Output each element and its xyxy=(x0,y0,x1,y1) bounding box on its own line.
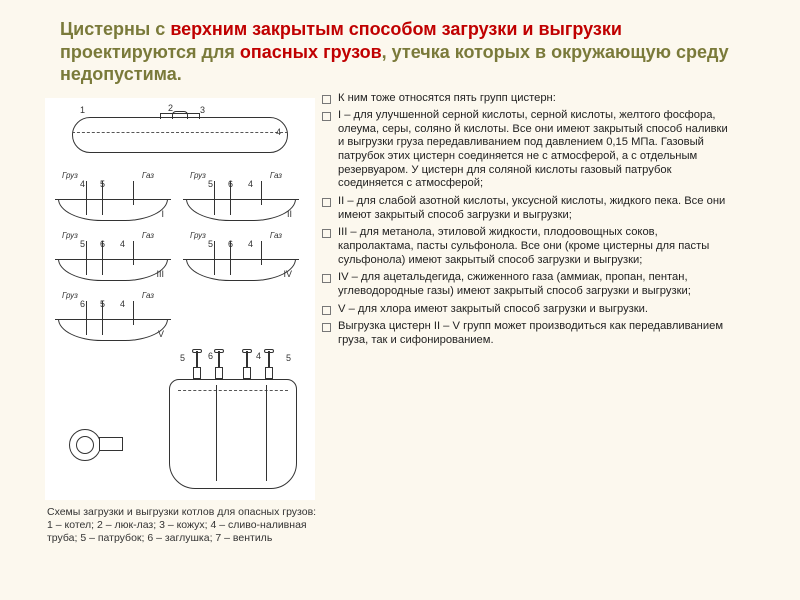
assembly-num: 4 xyxy=(256,351,261,361)
bullet-list: К ним тоже относятся пять групп цистерн:… xyxy=(320,92,732,348)
tank-label: 2 xyxy=(168,103,173,113)
tank-side-view: 1 2 3 4 xyxy=(60,103,300,161)
diagram-box: 1 2 3 4 ГрузГазI45ГрузГазII564ГрузГазIII… xyxy=(45,98,315,500)
diagram-column: 1 2 3 4 ГрузГазI45ГрузГазII564ГрузГазIII… xyxy=(0,92,320,547)
scheme-IV: ГрузГазIV564 xyxy=(180,227,302,285)
title-seg-2: проектируются для xyxy=(60,42,240,62)
text-column: К ним тоже относятся пять групп цистерн:… xyxy=(320,92,760,547)
scheme-I: ГрузГазI45 xyxy=(52,167,174,225)
scheme-II: ГрузГазII564 xyxy=(180,167,302,225)
diagram-caption: Схемы загрузки и выгрузки котлов для опа… xyxy=(45,500,320,547)
content-row: 1 2 3 4 ГрузГазI45ГрузГазII564ГрузГазIII… xyxy=(0,92,800,547)
bullet-item: I – для улучшенной серной кислоты, серно… xyxy=(320,109,732,191)
scheme-V: ГрузГазV654 xyxy=(52,287,174,345)
tank-label: 4 xyxy=(276,127,281,137)
bullet-item: К ним тоже относятся пять групп цистерн: xyxy=(320,92,732,106)
tank-label: 1 xyxy=(80,105,85,115)
assembly-num: 5 xyxy=(180,353,185,363)
scheme-grid: ГрузГазI45ГрузГазII564ГрузГазIII564ГрузГ… xyxy=(46,165,314,349)
bullet-item: Выгрузка цистерн II – V групп может прои… xyxy=(320,320,732,347)
bullet-item: IV – для ацетальдегида, сжиженного газа … xyxy=(320,271,732,298)
assembly-diagram: 5 6 4 5 xyxy=(55,349,305,499)
page-title: Цистерны с верхним закрытым способом заг… xyxy=(0,0,800,92)
flange-detail xyxy=(59,421,129,481)
scheme-III: ГрузГазIII564 xyxy=(52,227,174,285)
bullet-item: III – для метанола, этиловой жидкости, п… xyxy=(320,226,732,267)
title-red-1: верхним закрытым способом загрузки и выг… xyxy=(170,19,622,39)
tank-label: 3 xyxy=(200,105,205,115)
assembly-num: 5 xyxy=(286,353,291,363)
assembly-num: 6 xyxy=(208,351,213,361)
bullet-item: V – для хлора имеют закрытый способ загр… xyxy=(320,303,732,317)
bullet-item: II – для слабой азотной кислоты, уксусно… xyxy=(320,195,732,222)
title-seg-1: Цистерны с xyxy=(60,19,170,39)
title-red-2: опасных грузов xyxy=(240,42,382,62)
